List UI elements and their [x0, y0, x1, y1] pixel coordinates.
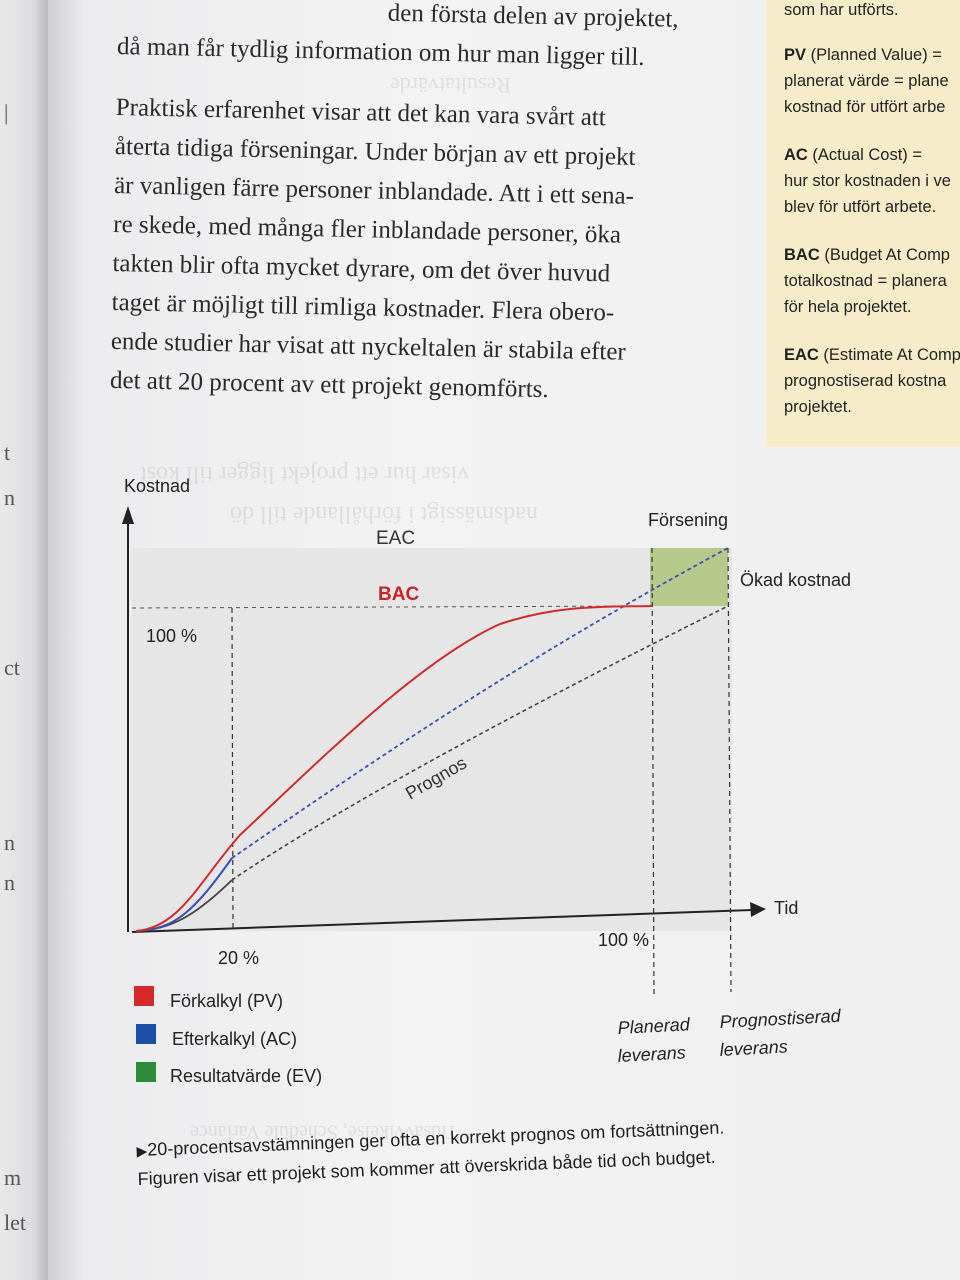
planned-delivery-line — [651, 547, 655, 999]
legend-label-ev: Resultatvärde (EV) — [170, 1066, 322, 1086]
ac-line: hur stor kostnaden i ve — [784, 172, 951, 190]
ac-definition: AC (Actual Cost) = — [784, 146, 923, 164]
x-20-label: 20 % — [218, 948, 259, 968]
y-axis-label: Kostnad — [124, 476, 190, 496]
forecast-delivery-line — [727, 547, 732, 993]
planned-delivery-label-line2: leverans — [617, 1042, 686, 1066]
bac-level-line — [131, 605, 653, 609]
delay-label: Försening — [648, 510, 728, 530]
twenty-percent-line — [231, 607, 234, 933]
legend-swatch-pv — [134, 986, 154, 1006]
y-100-label: 100 % — [146, 626, 197, 646]
pv-term: PV — [784, 46, 807, 64]
eac-definition: EAC (Estimate At Comp — [784, 346, 960, 364]
bac-definition: BAC (Budget At Comp — [784, 246, 950, 264]
ac-line: blev för utfört arbete. — [784, 198, 937, 216]
y-axis-arrow-icon — [122, 506, 134, 524]
ac-forecast-line — [231, 547, 729, 859]
bac-term: BAC — [784, 246, 820, 264]
eac-line: projektet. — [784, 398, 852, 416]
earned-value-figure: Kostnad Tid EAC BAC 100 % 20 % 100 % Pro… — [122, 476, 851, 1086]
caption-triangle-icon: ▶ — [136, 1142, 148, 1159]
ac-term: AC — [784, 146, 808, 164]
pv-line: kostnad för utfört arbe — [784, 98, 946, 116]
body-text: den första delen av projektet, då man få… — [110, 0, 733, 413]
eac-term: EAC — [784, 346, 819, 364]
pv-definition: PV (Planned Value) = — [784, 46, 942, 64]
eac-label: EAC — [376, 528, 415, 549]
eac-line: prognostiserad kostna — [784, 372, 947, 390]
increased-cost-label: Ökad kostnad — [740, 570, 851, 590]
pv-line: planerat värde = plane — [784, 72, 949, 90]
delay-cost-box — [650, 548, 728, 606]
prognosis-line — [231, 605, 729, 881]
x-axis-arrow-icon — [750, 902, 766, 917]
previous-page-edge: | t n ct n n m let — [0, 0, 48, 1280]
pv-curve — [135, 605, 653, 932]
legend-label-ac: Efterkalkyl (AC) — [172, 1029, 297, 1049]
bac-line: totalkostnad = planera — [784, 272, 947, 290]
bac-line: för hela projektet. — [784, 298, 912, 316]
planned-delivery-label: Planerad — [617, 1014, 691, 1038]
forecast-delivery-label: Prognostiserad — [719, 1006, 842, 1032]
x-axis — [131, 909, 753, 933]
bac-label: BAC — [378, 584, 419, 605]
sidebar-top-line: som har utförts. — [784, 1, 899, 19]
glossary-sidebar: som har utförts. PV (Planned Value) = pl… — [766, 0, 960, 447]
legend-swatch-ev — [136, 1062, 156, 1082]
x-axis-label: Tid — [774, 898, 798, 918]
forecast-delivery-label-line2: leverans — [719, 1036, 788, 1060]
legend-swatch-ac — [136, 1024, 156, 1044]
legend-label-pv: Förkalkyl (PV) — [170, 991, 283, 1011]
x-100-label: 100 % — [598, 930, 649, 950]
